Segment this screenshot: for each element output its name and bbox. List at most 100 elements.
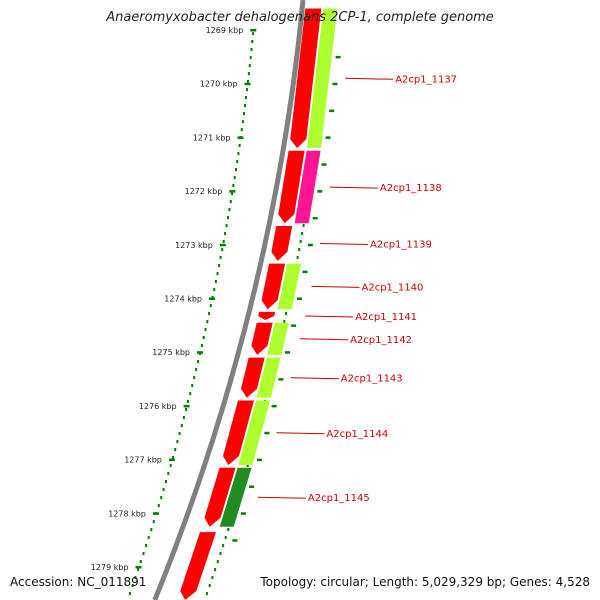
tick-dot — [195, 368, 198, 371]
tick-dot — [191, 384, 194, 387]
cog-dot — [302, 224, 305, 227]
tick-dot — [131, 584, 134, 587]
cog-tick — [302, 270, 308, 274]
tick-dot — [233, 176, 236, 179]
cog-dot — [214, 568, 217, 571]
scale-tick — [135, 566, 142, 569]
tick-dot — [142, 552, 145, 555]
scale-tick — [209, 297, 215, 300]
gene-label-leader — [345, 77, 394, 80]
gene-labels: A2cp1_1137 A2cp1_1138 A2cp1_1139 A2cp1_1140… — [257, 74, 457, 504]
cog-dot — [222, 544, 225, 547]
tick-dot — [202, 336, 205, 339]
scale-tick-label: 1276 kbp — [139, 402, 177, 411]
tick-dot — [152, 520, 155, 523]
tick-dot — [157, 504, 160, 507]
tick-dot — [221, 248, 224, 251]
scale-tick — [244, 82, 251, 86]
cog-tick — [256, 458, 262, 462]
tick-dot — [247, 80, 249, 83]
tick-dot — [247, 72, 250, 75]
gene-label: A2cp1_1138 — [380, 183, 442, 194]
scale-tick — [183, 404, 190, 408]
scale-tick-label: 1277 kbp — [124, 456, 162, 465]
tick-dot — [241, 120, 244, 123]
cog-dot — [205, 592, 208, 595]
cog-dot — [208, 584, 211, 587]
gene-label: A2cp1_1140 — [362, 282, 424, 293]
cog-tick — [285, 351, 290, 354]
scale-tick-label: 1270 kbp — [200, 80, 238, 89]
tick-dot — [128, 592, 131, 595]
gene-label-leader — [300, 338, 349, 341]
cog-dot — [283, 320, 286, 323]
gene-label: A2cp1_1143 — [341, 374, 403, 385]
map-title: Anaeromyxobacter dehalogenans 2CP-1, com… — [106, 10, 494, 25]
tick-dot — [222, 240, 225, 243]
cog-dot — [298, 248, 301, 251]
cog-tick — [325, 136, 331, 139]
tick-dot — [252, 32, 255, 35]
gene-label-leader — [319, 243, 369, 245]
tick-dot — [134, 576, 137, 579]
gene-label-leader — [276, 432, 325, 435]
tick-dot — [147, 536, 150, 539]
gene-label: A2cp1_1139 — [370, 240, 432, 251]
cog-dot — [285, 312, 288, 315]
cog-block — [256, 357, 281, 398]
tick-dot — [172, 456, 174, 459]
tick-dot — [145, 544, 148, 547]
tick-dot — [169, 464, 172, 467]
tick-dot — [249, 56, 252, 59]
tick-dot — [219, 256, 222, 259]
tick-dot — [228, 208, 231, 211]
scale-tick-label: 1274 kbp — [164, 295, 202, 304]
tick-dot — [178, 432, 181, 435]
cog-dot — [224, 536, 227, 539]
tick-dot — [232, 184, 235, 187]
gene-label: A2cp1_1144 — [326, 429, 388, 440]
cog-blocks — [219, 8, 338, 527]
scale-tick-label: 1273 kbp — [175, 241, 213, 250]
tick-dot — [224, 232, 227, 235]
gene-label: A2cp1_1142 — [350, 335, 412, 346]
cog-tick — [240, 512, 246, 515]
tick-dotted-line — [128, 32, 255, 595]
cog-dot — [299, 240, 302, 243]
tick-dot — [150, 528, 153, 531]
scale-tick-label: 1278 kbp — [108, 509, 146, 518]
gene-label-leader — [311, 285, 360, 288]
cog-dot — [246, 464, 249, 467]
tick-dot — [200, 344, 203, 347]
scale-tick — [168, 458, 175, 462]
tick-dot — [204, 328, 207, 331]
cog-tick — [307, 243, 313, 247]
cog-tick — [332, 82, 338, 86]
gene-label-leader — [290, 377, 339, 380]
tick-dot — [197, 360, 200, 363]
gene-label-leader — [329, 186, 378, 189]
tick-dot — [231, 192, 234, 195]
cog-dot — [211, 576, 214, 579]
tick-dot — [137, 568, 140, 571]
gene-label-leader — [305, 315, 354, 318]
cog-dot — [296, 256, 299, 259]
gene-arrow — [271, 226, 293, 261]
gene-label-leader — [257, 496, 306, 499]
cog-block — [267, 322, 289, 355]
cog-block — [238, 400, 270, 465]
tick-dot — [167, 472, 170, 475]
cog-dot — [227, 528, 230, 531]
tick-dot — [176, 440, 179, 443]
cog-tick — [317, 190, 323, 193]
gene-arrow — [223, 400, 254, 465]
cog-tick — [271, 404, 277, 408]
cog-tick — [249, 485, 255, 488]
cog-dot — [219, 552, 222, 555]
scale-tick — [152, 512, 159, 515]
cog-tick — [264, 431, 270, 435]
scale-tick — [250, 29, 257, 32]
gene-arrow — [241, 357, 265, 398]
